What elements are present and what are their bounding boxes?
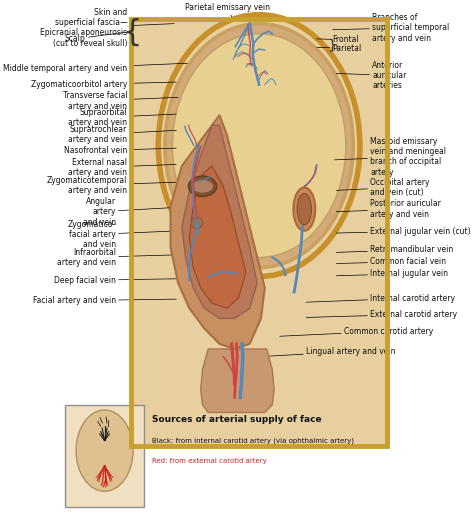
Text: Common carotid artery: Common carotid artery xyxy=(280,327,433,336)
Ellipse shape xyxy=(293,188,315,231)
Ellipse shape xyxy=(165,24,353,268)
Ellipse shape xyxy=(192,180,213,193)
Text: Middle temporal artery and vein: Middle temporal artery and vein xyxy=(3,63,188,73)
Text: Internal jugular vein: Internal jugular vein xyxy=(337,269,448,278)
Text: Parietal: Parietal xyxy=(317,44,362,52)
PathPatch shape xyxy=(182,125,257,319)
Text: Transverse facial
artery and vein: Transverse facial artery and vein xyxy=(63,91,178,111)
Text: External carotid artery: External carotid artery xyxy=(306,310,457,319)
Text: Sources of arterial supply of face: Sources of arterial supply of face xyxy=(152,415,321,424)
Text: Frontal: Frontal xyxy=(317,35,359,45)
Text: Parietal emissary vein: Parietal emissary vein xyxy=(184,4,270,18)
Text: Deep facial vein: Deep facial vein xyxy=(54,276,176,285)
Text: Anterior
auricular
arteries: Anterior auricular arteries xyxy=(337,61,407,90)
Text: Infraorbital
artery and vein: Infraorbital artery and vein xyxy=(57,248,174,267)
Text: Zygomaticotemporal
artery and vein: Zygomaticotemporal artery and vein xyxy=(47,175,176,195)
Text: Supraorbital
artery and vein: Supraorbital artery and vein xyxy=(68,108,176,127)
Text: External jugular vein (cut): External jugular vein (cut) xyxy=(337,227,471,235)
Text: Posterior auricular
artery and vein: Posterior auricular artery and vein xyxy=(337,200,441,219)
Bar xyxy=(65,405,144,506)
Text: Facial artery and vein: Facial artery and vein xyxy=(33,296,176,305)
Text: Zygomaticoorbitol artery: Zygomaticoorbitol artery xyxy=(31,80,176,89)
Text: Scalp: Scalp xyxy=(65,31,134,44)
Text: Branches of
superficial temporal
artery and vein: Branches of superficial temporal artery … xyxy=(333,13,449,43)
Text: Internal carotid artery: Internal carotid artery xyxy=(306,293,455,303)
Ellipse shape xyxy=(173,34,346,258)
PathPatch shape xyxy=(190,166,246,308)
Text: Lingual artery and vein: Lingual artery and vein xyxy=(261,347,396,357)
Text: Retromandibular vein: Retromandibular vein xyxy=(337,245,454,254)
PathPatch shape xyxy=(201,349,274,412)
Text: Common facial vein: Common facial vein xyxy=(337,257,446,266)
Text: Nasofrontal vein: Nasofrontal vein xyxy=(64,146,176,155)
Text: Occipital artery
and vein (cut): Occipital artery and vein (cut) xyxy=(337,177,430,197)
Text: External nasal
artery and vein: External nasal artery and vein xyxy=(68,158,176,177)
Ellipse shape xyxy=(76,410,133,491)
Bar xyxy=(131,18,387,445)
Text: Angular
artery
and vein: Angular artery and vein xyxy=(83,197,173,227)
Text: Skin and
superficial fascia—
Epicranial aponeurosis
(cut to reveal skull): Skin and superficial fascia— Epicranial … xyxy=(40,8,174,48)
Text: {: { xyxy=(122,17,142,46)
Text: Mastoid emissary
vein and meningeal
branch of occipital
artery: Mastoid emissary vein and meningeal bran… xyxy=(335,136,446,177)
Text: Red: from external carotid artery: Red: from external carotid artery xyxy=(152,458,266,464)
Text: Supratrochlear
artery and vein: Supratrochlear artery and vein xyxy=(68,125,176,144)
Ellipse shape xyxy=(297,193,311,225)
Bar xyxy=(131,18,387,445)
PathPatch shape xyxy=(171,115,265,349)
Text: Zygomatico-
facial artery
and vein: Zygomatico- facial artery and vein xyxy=(67,220,174,249)
Ellipse shape xyxy=(189,176,217,196)
Ellipse shape xyxy=(191,218,202,228)
Text: Black: from internal carotid artery (via ophthalmic artery): Black: from internal carotid artery (via… xyxy=(152,438,354,444)
Text: {: { xyxy=(325,36,334,50)
